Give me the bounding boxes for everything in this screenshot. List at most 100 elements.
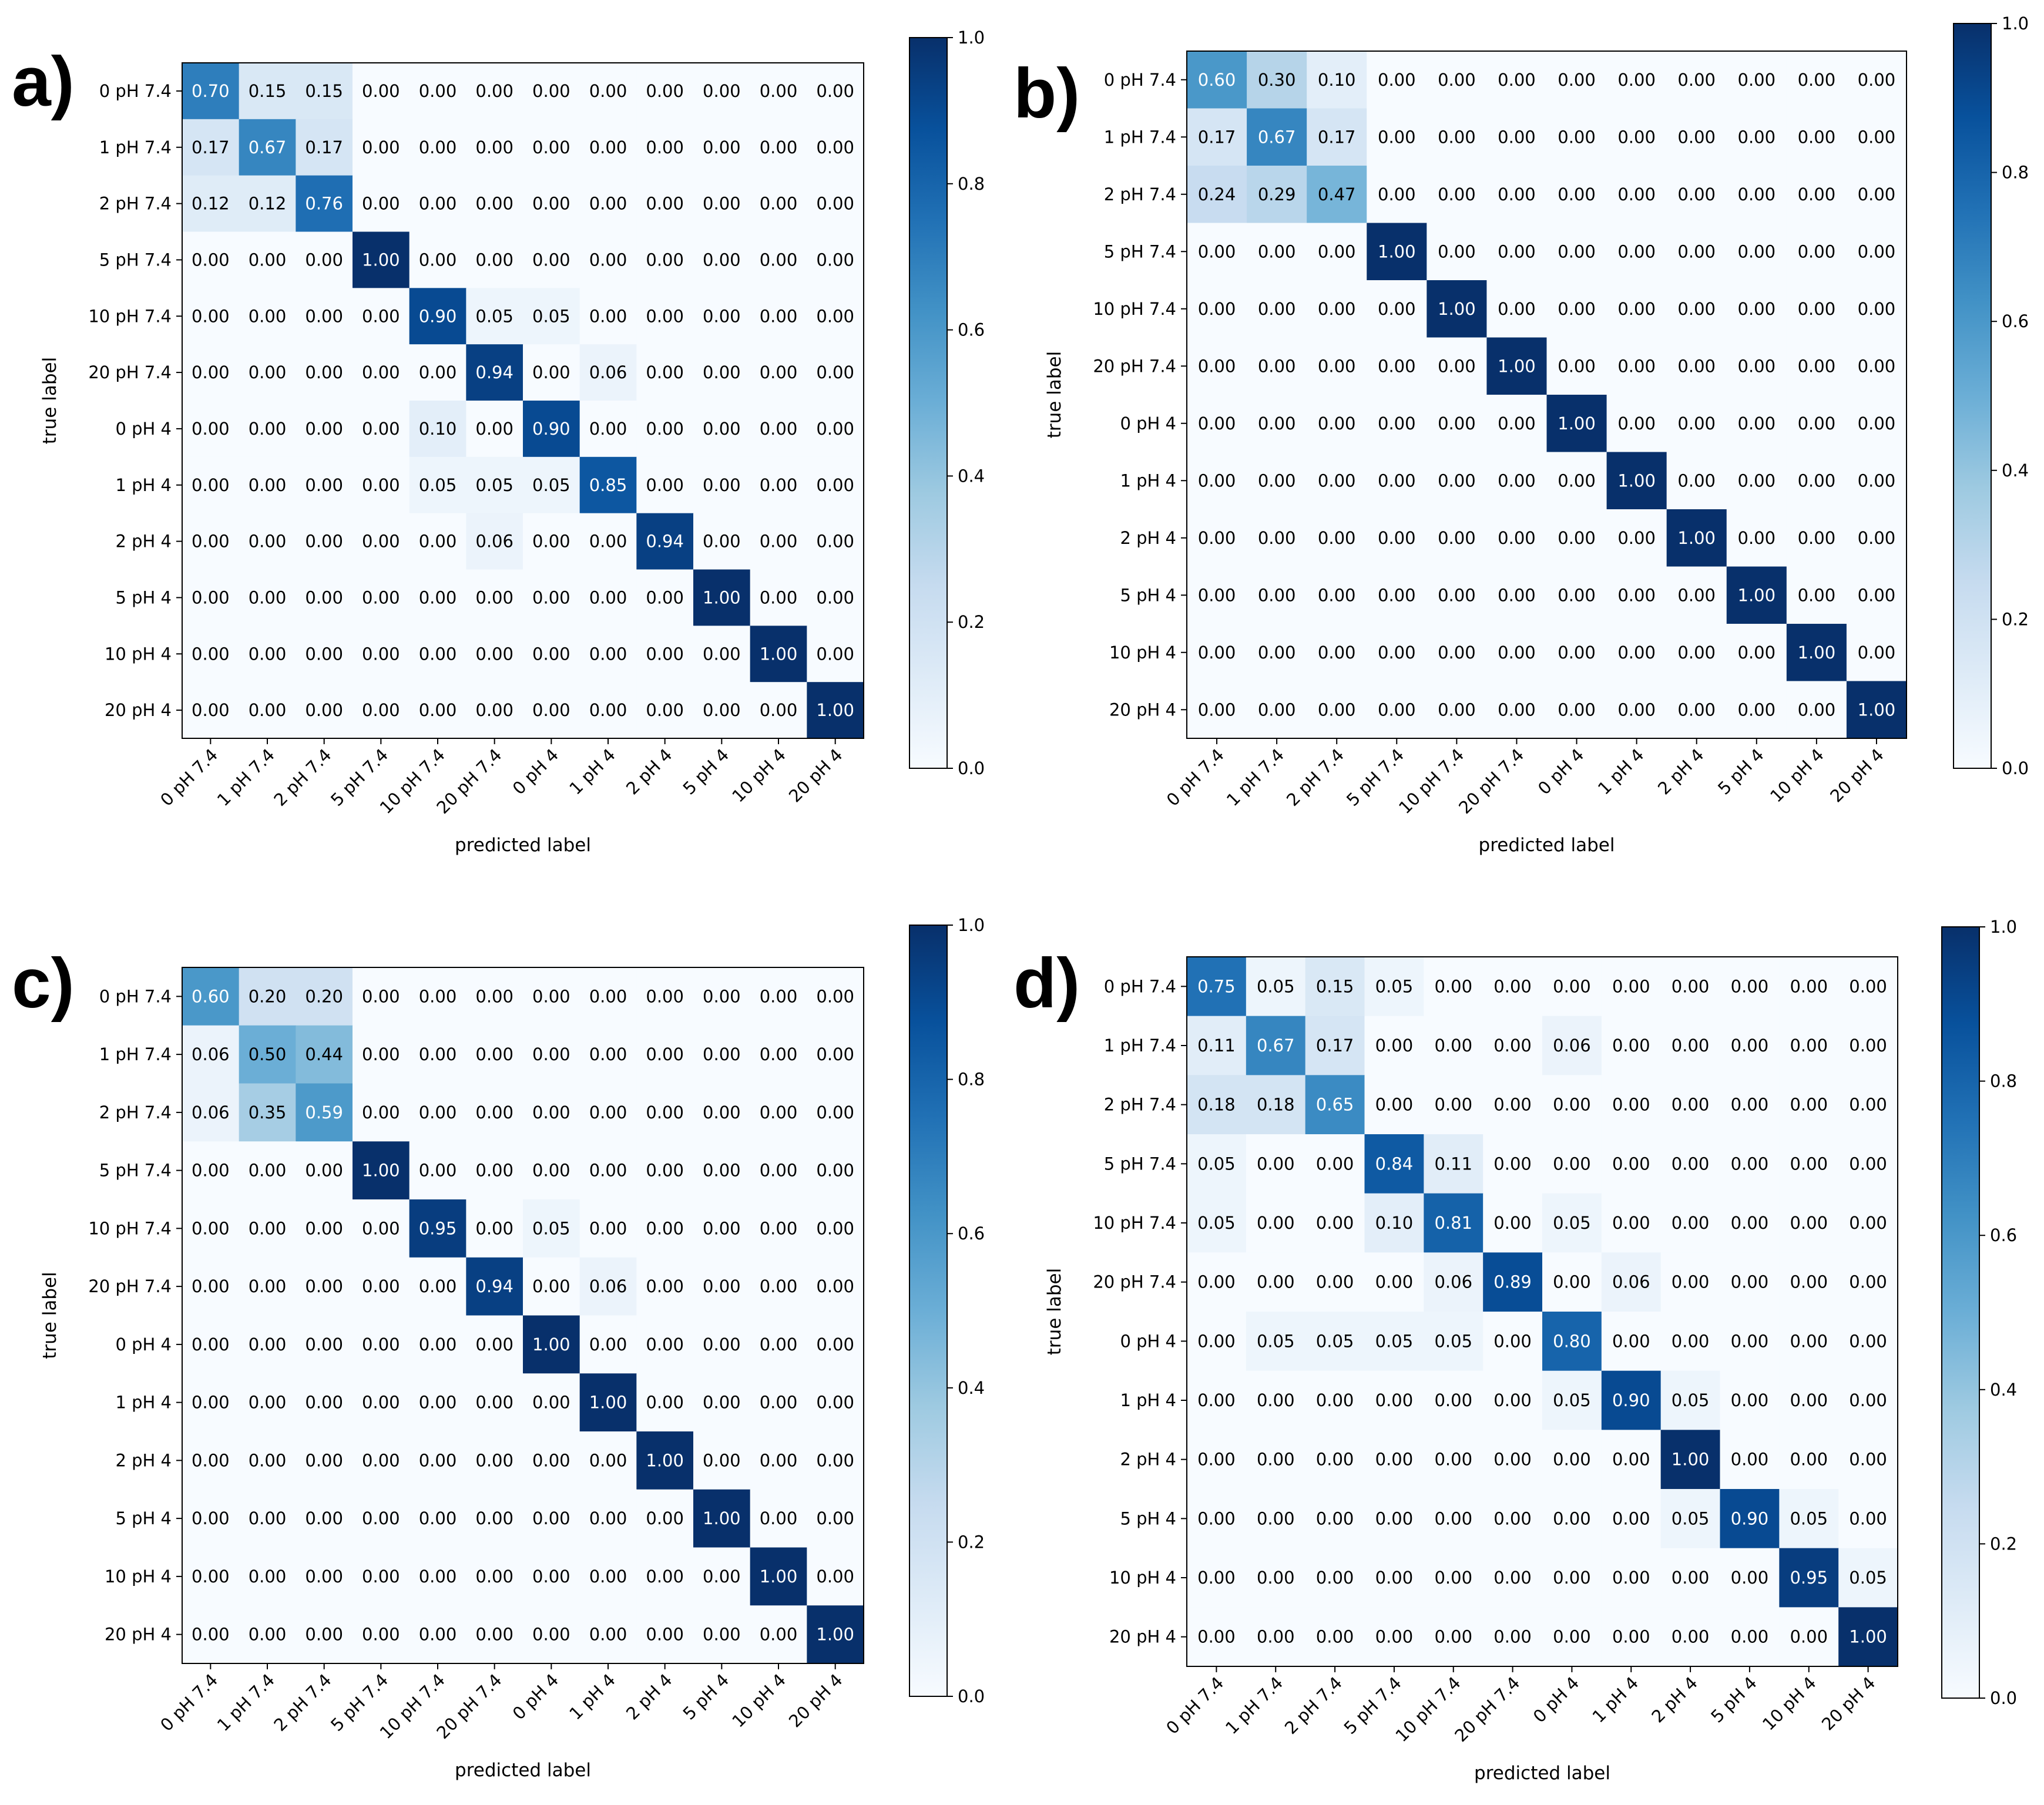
- cell-value-label: 0.15: [249, 81, 287, 101]
- heatmap-cell: [1483, 1193, 1543, 1253]
- heatmap-cell: [1601, 1489, 1662, 1549]
- cell-value-label: 0.05: [475, 475, 513, 495]
- heatmap-cell: [1424, 1134, 1484, 1194]
- cell-value-label: 0.00: [703, 1276, 741, 1296]
- cell-value-label: 0.00: [362, 644, 400, 664]
- colorbar-tick-label: 0.8: [958, 1070, 985, 1090]
- heatmap-cell: [523, 967, 580, 1026]
- heatmap-cell: [1364, 1075, 1424, 1135]
- cell-value-label: 0.00: [419, 81, 457, 101]
- heatmap-cell: [579, 626, 637, 683]
- heatmap-cell: [409, 401, 466, 458]
- heatmap-cell: [1666, 108, 1727, 166]
- heatmap-cell: [693, 175, 751, 233]
- cell-value-label: 0.00: [532, 1508, 570, 1528]
- cell-value-label: 0.47: [1318, 184, 1356, 204]
- cell-value-label: 0.20: [249, 986, 287, 1006]
- cell-value-label: 0.00: [760, 250, 798, 270]
- cell-value-label: 0.00: [1612, 1213, 1650, 1233]
- y-tick-label: 20 pH 7.4: [88, 1276, 172, 1296]
- cell-value-label: 1.00: [1617, 470, 1656, 490]
- cell-value-label: 0.00: [1617, 414, 1656, 433]
- heatmap-cell: [1483, 1370, 1543, 1430]
- cell-value-label: 0.00: [703, 700, 741, 720]
- heatmap-cell: [1427, 51, 1488, 109]
- heatmap-cell: [1546, 223, 1607, 281]
- cell-value-label: 0.00: [589, 1044, 627, 1064]
- cell-value-label: 1.00: [1558, 414, 1596, 433]
- heatmap-cell: [693, 401, 751, 458]
- cell-value-label: 0.00: [1672, 1331, 1710, 1351]
- heatmap-cell: [1483, 1075, 1543, 1135]
- heatmap-cell: [636, 401, 694, 458]
- x-tick-label: 20 pH 4: [785, 745, 847, 806]
- heatmap-cell: [1786, 509, 1847, 567]
- heatmap-cell: [1307, 337, 1367, 395]
- cell-value-label: 0.00: [1558, 643, 1596, 663]
- heatmap-cell: [636, 682, 694, 739]
- cell-value-label: 0.17: [305, 137, 343, 157]
- heatmap-cell: [182, 1257, 240, 1316]
- cell-value-label: 0.00: [1257, 1390, 1295, 1410]
- heatmap-cell: [1779, 957, 1839, 1017]
- cell-value-label: 0.00: [1798, 528, 1836, 548]
- heatmap-cell: [636, 1431, 694, 1490]
- heatmap-cell: [750, 1083, 807, 1142]
- cell-value-label: 0.05: [1849, 1568, 1887, 1588]
- heatmap-cells: 0.60 0.20 0.20 0.00 0.00 0.00 0.00 0.00 0.00 0.00…: [182, 967, 864, 1664]
- heatmap-cell: [1660, 1607, 1721, 1667]
- heatmap-cell: [1187, 1370, 1247, 1430]
- heatmap-cell: [409, 1257, 466, 1316]
- heatmap-cell: [409, 626, 466, 683]
- x-tick-label: 0 pH 7.4: [1162, 1673, 1227, 1738]
- heatmap-cell: [807, 569, 864, 626]
- heatmap-cell: [1779, 1430, 1839, 1490]
- heatmap-cell: [1427, 280, 1488, 338]
- heatmap-cell: [1486, 395, 1548, 453]
- heatmap-cell: [1246, 1075, 1306, 1135]
- y-tick-label: 2 pH 4: [115, 532, 172, 552]
- heatmap-cell: [1305, 1016, 1365, 1075]
- heatmap-cell: [1427, 566, 1488, 624]
- x-axis-label: predicted label: [1474, 1763, 1610, 1784]
- heatmap-cell: [1246, 1430, 1306, 1490]
- heatmap-cell: [353, 967, 410, 1026]
- cell-value-label: 0.00: [1738, 643, 1776, 663]
- heatmap-cell: [636, 1083, 694, 1142]
- cell-value-label: 0.00: [1257, 1213, 1295, 1233]
- cell-value-label: 0.00: [1731, 1154, 1769, 1174]
- cell-value-label: 0.00: [1612, 1331, 1650, 1351]
- cell-value-label: 0.00: [1378, 470, 1416, 490]
- x-tick-label: 5 pH 4: [679, 1670, 733, 1724]
- heatmap-cell: [1838, 1016, 1898, 1075]
- heatmap-cell: [750, 456, 807, 514]
- cell-value-label: 0.00: [1316, 1508, 1354, 1528]
- cell-value-label: 0.00: [249, 1567, 287, 1586]
- heatmap-cell: [693, 569, 751, 626]
- heatmap-cell: [1424, 1252, 1484, 1312]
- heatmap-cell: [182, 1315, 240, 1374]
- x-tick-label: 10 pH 4: [728, 745, 790, 806]
- y-tick-label: 20 pH 7.4: [1093, 356, 1176, 376]
- heatmap-cell: [1427, 395, 1488, 453]
- panel-d: d) 0.75 0.05 0.15 0.05 0.00 0.00 0.00 0.00 0.00 0.…: [1013, 917, 2017, 1784]
- cell-value-label: 0.00: [192, 475, 230, 495]
- heatmap-cell: [1367, 681, 1427, 739]
- cell-value-label: 0.00: [362, 1450, 400, 1470]
- cell-value-label: 0.00: [1858, 585, 1896, 605]
- cell-value-label: 0.00: [305, 1335, 343, 1354]
- heatmap-cell: [1542, 1489, 1602, 1549]
- heatmap-cell: [466, 1025, 523, 1084]
- cell-value-label: 0.00: [1257, 1450, 1295, 1470]
- heatmap-cell: [353, 569, 410, 626]
- y-tick-label: 5 pH 4: [1120, 585, 1176, 605]
- colorbar-tick-label: 0.4: [2002, 461, 2029, 480]
- heatmap-cell: [353, 344, 410, 401]
- heatmap-cell: [636, 231, 694, 288]
- cell-value-label: 0.00: [703, 1218, 741, 1238]
- cell-value-label: 0.00: [1858, 127, 1896, 147]
- cell-value-label: 0.00: [532, 194, 570, 214]
- heatmap-cell: [353, 1025, 410, 1084]
- heatmap-cell: [1542, 1430, 1602, 1490]
- cell-value-label: 0.00: [1438, 528, 1476, 548]
